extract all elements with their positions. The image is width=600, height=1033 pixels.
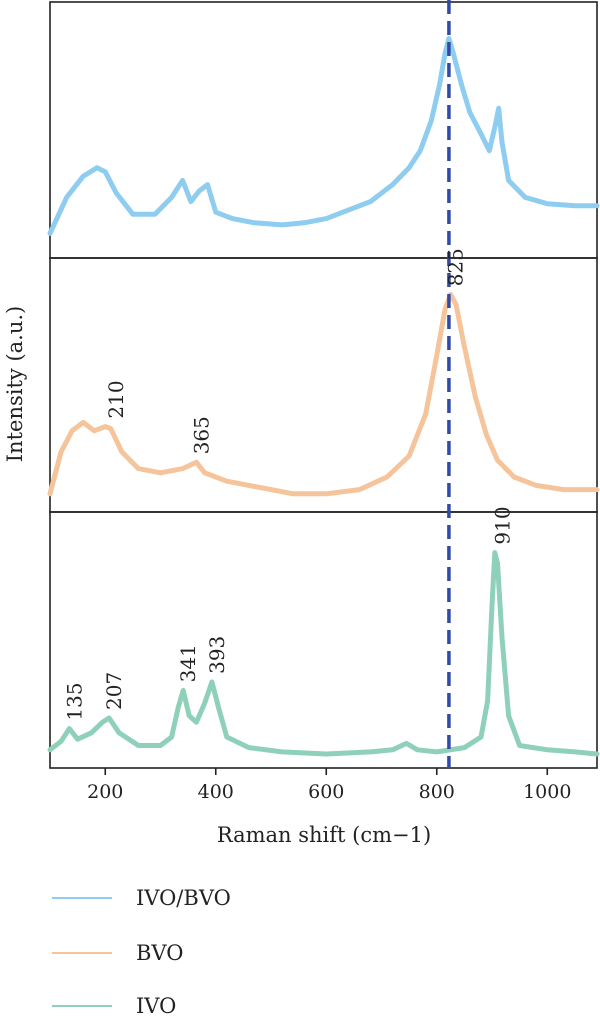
- x-tick-label-1000: 1000: [523, 781, 571, 803]
- peak-labels-layer: 210 365 825 135 207 341 393 910: [62, 248, 514, 720]
- peak-label-341: 341: [176, 644, 200, 682]
- x-axis-title: Raman shift (cm−1): [217, 823, 431, 847]
- series-line-ivo: [47, 550, 600, 757]
- peak-label-393: 393: [205, 636, 229, 674]
- x-tick-label-200: 200: [87, 781, 123, 803]
- peak-label-210: 210: [104, 380, 128, 418]
- legend: IVO/BVO BVO IVO: [52, 886, 231, 1018]
- x-axis: 200 400 600 800 1000: [87, 768, 571, 803]
- panel-frame-2: [49, 257, 598, 513]
- x-tick-label-400: 400: [198, 781, 234, 803]
- peak-label-365: 365: [189, 416, 213, 454]
- legend-label-1: IVO/BVO: [136, 886, 231, 910]
- peak-label-207: 207: [102, 672, 126, 710]
- series-layer: [47, 35, 600, 757]
- legend-label-3: IVO: [136, 994, 176, 1018]
- peak-label-910: 910: [491, 506, 515, 544]
- legend-label-2: BVO: [136, 941, 183, 965]
- peak-label-825: 825: [444, 248, 468, 286]
- series-line-ivo-bvo: [47, 35, 600, 236]
- x-tick-label-600: 600: [308, 781, 344, 803]
- series-line-bvo: [47, 291, 600, 497]
- x-tick-label-800: 800: [419, 781, 455, 803]
- peak-label-135: 135: [62, 682, 86, 720]
- panels-layer: [49, 1, 598, 769]
- y-axis-title: Intensity (a.u.): [3, 306, 27, 462]
- panel-frame-3: [49, 511, 598, 769]
